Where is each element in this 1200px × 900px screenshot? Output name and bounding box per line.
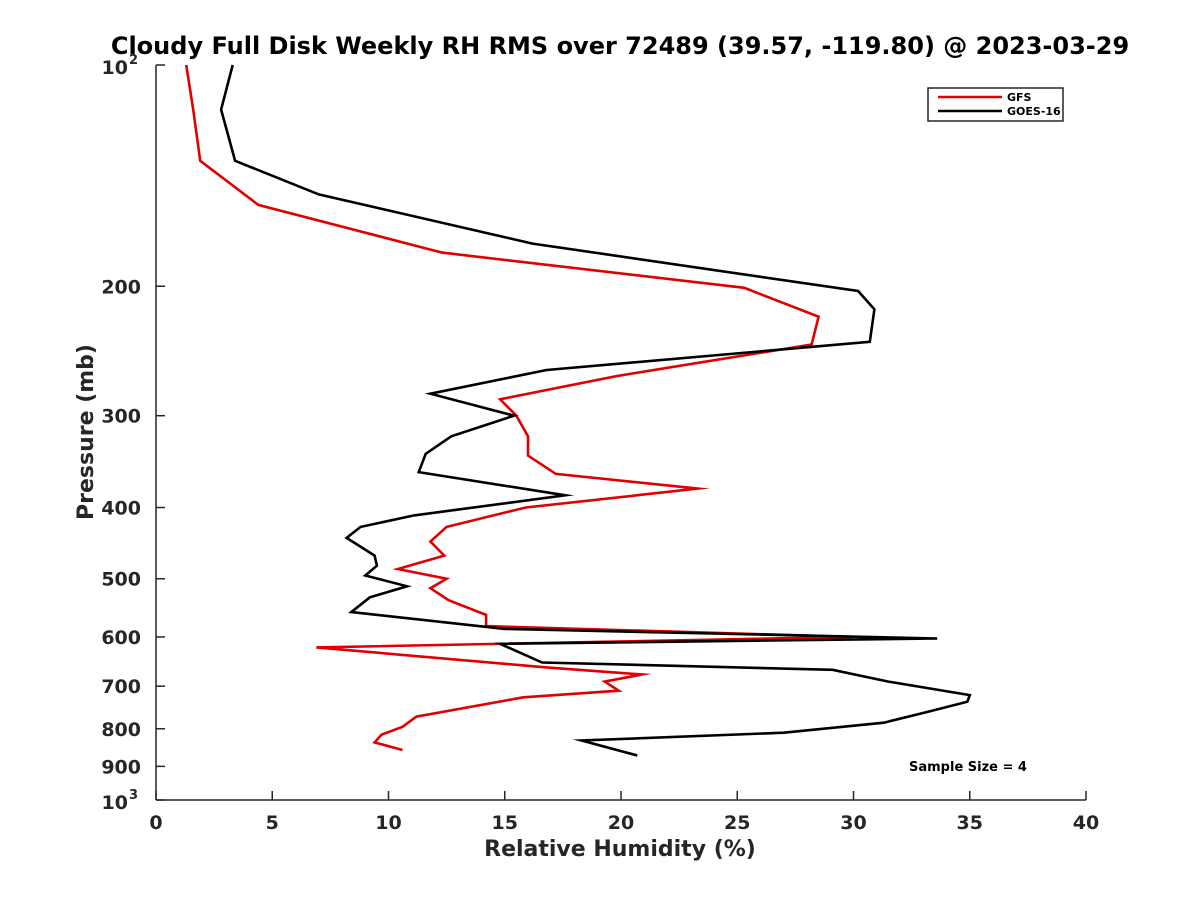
y-axis-label: Pressure (mb) (74, 344, 99, 520)
legend-label-goes16: GOES-16 (1007, 105, 1061, 118)
sample-size-annotation: Sample Size = 4 (909, 760, 1027, 775)
legend-box (927, 87, 1064, 122)
x-axis-ticks: 0 5 10 15 20 25 30 35 40 (149, 791, 1099, 834)
y-tick-label: 200 (101, 276, 141, 298)
y-tick-label: 300 (101, 406, 141, 428)
y-tick-label-exponent: 2 (129, 53, 138, 68)
y-tick-label: 400 (101, 498, 141, 520)
y-tick-label: 700 (101, 676, 141, 698)
plot-axes (155, 65, 1086, 801)
y-tick-label: 600 (101, 627, 141, 649)
series-group (184, 64, 972, 757)
x-tick-label: 15 (492, 812, 518, 834)
x-tick-label: 25 (724, 812, 750, 834)
chart-title: Cloudy Full Disk Weekly RH RMS over 7248… (111, 32, 1129, 60)
x-axis-label: Relative Humidity (%) (484, 837, 756, 862)
x-tick-label: 40 (1073, 812, 1099, 834)
legend-label-gfs: GFS (1007, 91, 1032, 104)
y-tick-label: 800 (101, 719, 141, 741)
y-tick-label: 10 (102, 792, 128, 814)
y-tick-label: 900 (101, 756, 141, 778)
series-line-gfs (184, 64, 854, 752)
y-tick-label: 500 (101, 569, 141, 591)
x-tick-label: 0 (149, 812, 162, 834)
x-tick-label: 35 (957, 812, 983, 834)
legend: GFS GOES-16 (927, 87, 1064, 122)
x-tick-label: 20 (608, 812, 634, 834)
y-tick-label-exponent: 3 (129, 788, 138, 803)
x-tick-label: 10 (375, 812, 401, 834)
x-tick-label: 30 (840, 812, 866, 834)
series-line-goes16 (219, 64, 972, 757)
y-tick-label: 10 (102, 57, 128, 79)
x-tick-label: 5 (266, 812, 279, 834)
